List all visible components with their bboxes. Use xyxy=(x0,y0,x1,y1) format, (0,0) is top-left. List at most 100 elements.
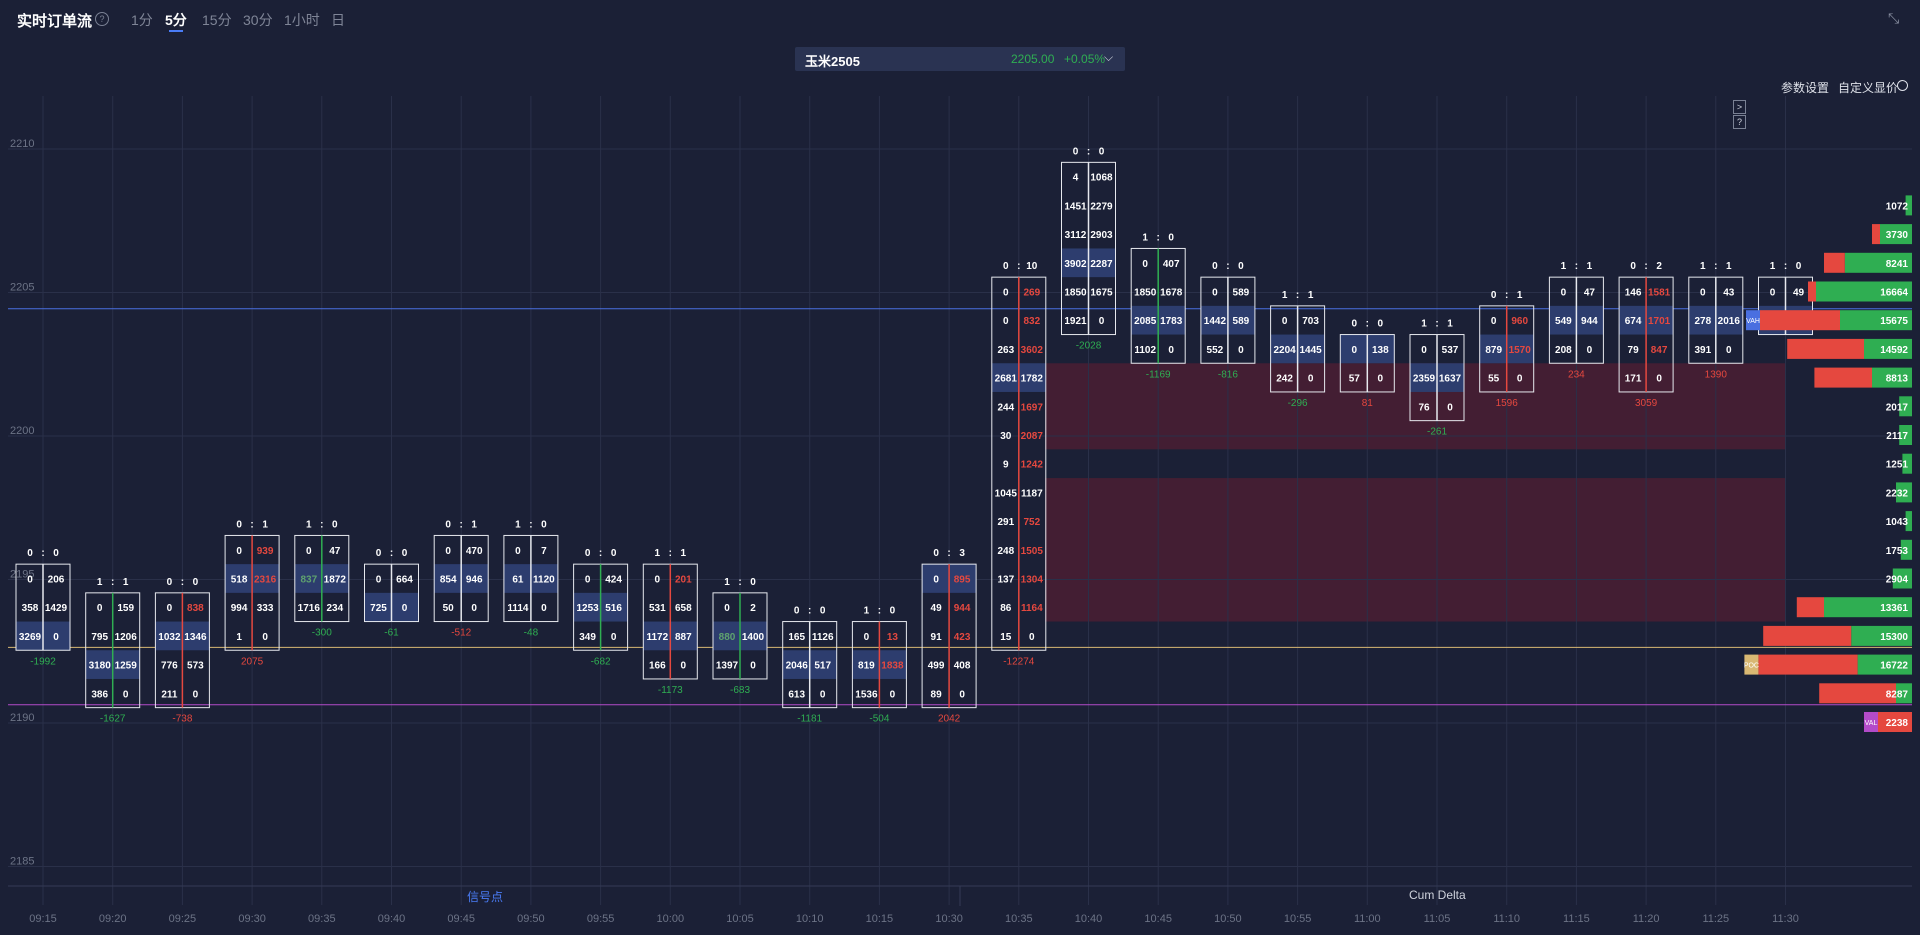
ask-volume: 470 xyxy=(466,546,483,557)
ask-volume: 43 xyxy=(1723,288,1735,299)
profile-red-bar xyxy=(1814,367,1872,388)
profile-green-bar xyxy=(1851,625,1912,646)
ask-volume: 537 xyxy=(1442,345,1459,356)
profile-tag-box xyxy=(1744,654,1759,675)
profile-value: 8287 xyxy=(1886,689,1909,700)
ask-volume: 234 xyxy=(326,603,343,614)
profile-tag-label: POC xyxy=(1744,663,1759,670)
profile-value: 3730 xyxy=(1886,230,1909,241)
bid-volume: 879 xyxy=(1485,345,1502,356)
profile-red-bar xyxy=(1819,683,1896,704)
x-tick-label: 10:05 xyxy=(726,913,754,925)
ratio-colon: : xyxy=(181,577,184,588)
bar-delta: -682 xyxy=(591,656,611,667)
profile-tag-label: VAL xyxy=(1865,720,1878,727)
ratio-right: 10 xyxy=(1026,261,1038,272)
profile-green-bar xyxy=(1896,482,1912,503)
bid-volume: 3269 xyxy=(19,632,42,643)
ask-volume: 13 xyxy=(887,632,899,643)
bid-volume: 358 xyxy=(22,603,39,614)
ratio-left: 0 xyxy=(1630,261,1636,272)
bid-volume: 1716 xyxy=(298,603,321,614)
contract-name: 玉米2505 xyxy=(805,54,860,69)
custom-price-link[interactable]: 自定义显价 xyxy=(1838,81,1899,95)
timeframe-tab-5m[interactable]: 5分 xyxy=(165,12,187,28)
ratio-left: 1 xyxy=(306,519,312,530)
bar-delta: -1169 xyxy=(1146,369,1171,380)
bid-volume: 1102 xyxy=(1134,345,1156,356)
profile-tag-box xyxy=(1864,712,1878,732)
ask-volume: 960 xyxy=(1511,316,1528,327)
page-title: 实时订单流 xyxy=(17,13,93,30)
profile-red-bar xyxy=(1758,654,1858,675)
bid-volume: 0 xyxy=(1142,259,1148,270)
bar-delta: -683 xyxy=(730,685,750,696)
ask-volume: 0 xyxy=(1517,374,1523,385)
info-icon[interactable] xyxy=(1897,80,1908,91)
side-expand-button[interactable]: > xyxy=(1733,100,1746,114)
bid-volume: 1 xyxy=(236,632,242,643)
profile-green-bar xyxy=(1900,539,1912,560)
bid-volume: 57 xyxy=(1349,374,1361,385)
collapse-icon[interactable]: ⤡ xyxy=(1888,10,1900,26)
chevron-down-icon[interactable]: ⌵ xyxy=(1104,50,1114,64)
ratio-left: 0 xyxy=(1352,319,1358,330)
ask-volume: 517 xyxy=(814,661,831,672)
ratio-right: 0 xyxy=(332,519,338,530)
timeframe-tab-1m[interactable]: 1分 xyxy=(131,12,153,28)
timeframe-tab-30m[interactable]: 30分 xyxy=(243,12,273,28)
bid-volume: 242 xyxy=(1276,374,1293,385)
cum-delta-label[interactable]: Cum Delta xyxy=(1409,888,1466,902)
ratio-right: 3 xyxy=(959,548,965,559)
ask-volume: 2316 xyxy=(254,575,277,586)
timeframe-tab-15m[interactable]: 15分 xyxy=(202,12,232,28)
ask-volume: 0 xyxy=(53,632,59,643)
ratio-colon: : xyxy=(390,548,393,559)
bid-volume: 1451 xyxy=(1064,201,1087,212)
ask-volume: 1697 xyxy=(1021,402,1044,413)
ask-volume: 1872 xyxy=(324,575,347,586)
profile-value: 8813 xyxy=(1886,374,1909,385)
x-tick-label: 09:25 xyxy=(169,913,197,925)
bid-volume: 55 xyxy=(1488,374,1500,385)
bid-volume: 1032 xyxy=(158,632,181,643)
ratio-right: 1 xyxy=(1587,261,1593,272)
bid-volume: 2359 xyxy=(1413,374,1436,385)
signal-point-label[interactable]: 信号点 xyxy=(467,890,504,904)
ask-volume: 408 xyxy=(954,661,971,672)
bid-volume: 0 xyxy=(306,546,312,557)
profile-value: 1251 xyxy=(1886,460,1909,471)
ratio-left: 0 xyxy=(1491,290,1497,301)
bid-volume: 1921 xyxy=(1064,316,1087,327)
timeframe-tab-1h[interactable]: 1小时 xyxy=(284,12,320,28)
x-tick-label: 10:40 xyxy=(1075,913,1103,925)
ratio-left: 1 xyxy=(1561,261,1567,272)
ask-volume: 2287 xyxy=(1090,259,1113,270)
ask-volume: 887 xyxy=(675,632,692,643)
bar-delta: -2028 xyxy=(1076,341,1102,352)
ratio-right: 0 xyxy=(1168,232,1174,243)
ask-volume: 0 xyxy=(1378,374,1384,385)
bid-volume: 0 xyxy=(445,546,451,557)
ask-volume: 752 xyxy=(1023,517,1040,528)
contract-selector[interactable]: 玉米2505 2205.00 +0.05% ⌵ xyxy=(795,47,1125,71)
bar-delta: -512 xyxy=(451,628,471,639)
ask-volume: 47 xyxy=(329,546,341,557)
help-icon[interactable]: ? xyxy=(95,12,109,26)
timeframe-tab-day[interactable]: 日 xyxy=(331,12,345,28)
ask-volume: 47 xyxy=(1584,288,1596,299)
profile-red-bar xyxy=(1796,597,1824,618)
side-help-button[interactable]: ? xyxy=(1733,115,1746,129)
ask-volume: 3602 xyxy=(1021,345,1044,356)
ask-volume: 1346 xyxy=(184,632,207,643)
ask-volume: 589 xyxy=(1233,288,1250,299)
ratio-left: 1 xyxy=(1282,290,1288,301)
ask-volume: 2087 xyxy=(1021,431,1044,442)
ratio-colon: : xyxy=(808,606,811,617)
ask-volume: 49 xyxy=(1793,288,1805,299)
ask-volume: 0 xyxy=(123,689,129,700)
ask-volume: 573 xyxy=(187,661,204,672)
ratio-left: 1 xyxy=(1421,319,1427,330)
bid-volume: 0 xyxy=(1421,345,1427,356)
params-settings-link[interactable]: 参数设置 xyxy=(1781,81,1830,95)
